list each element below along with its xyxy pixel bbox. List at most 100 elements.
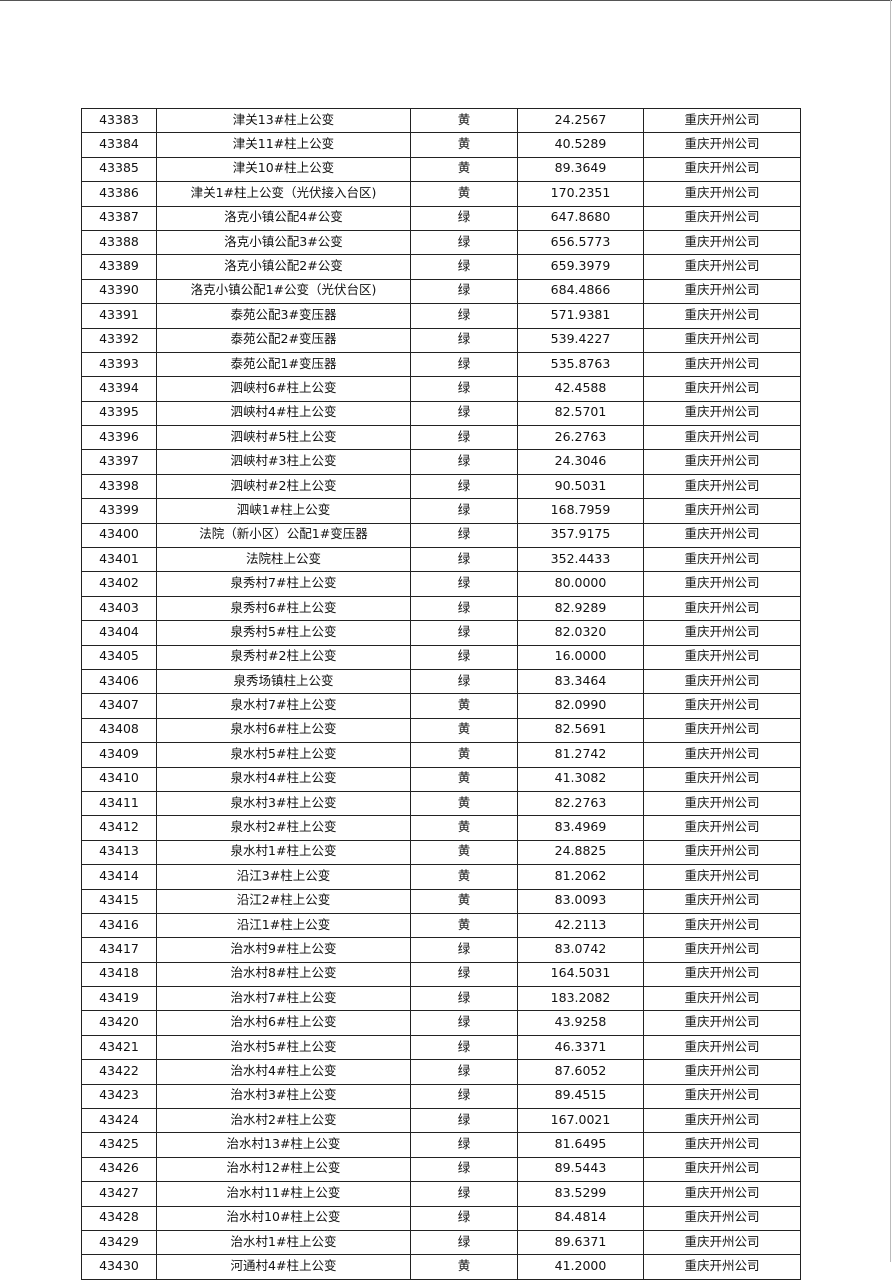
status-color-cell: 绿 (410, 205, 518, 231)
company-cell: 重庆开州公司 (643, 254, 801, 280)
company-cell: 重庆开州公司 (643, 181, 801, 207)
transformer-name-cell: 洛克小镇公配3#公变 (156, 229, 411, 256)
table-row: 43422 治水村4#柱上公变绿 87.6052 重庆开州公司 (81, 1059, 801, 1085)
value-cell: 656.5773 (517, 229, 644, 256)
transformer-name-cell: 泉水村4#柱上公变 (156, 766, 411, 792)
value-cell: 87.6052 (517, 1059, 644, 1085)
value-cell: 80.0000 (517, 571, 644, 597)
transformer-name-cell: 治水村8#柱上公变 (156, 961, 411, 988)
status-color-cell: 绿 (410, 547, 518, 573)
row-id-cell: 43396 (81, 425, 157, 451)
transformer-name-cell: 泗峡村#3柱上公变 (156, 449, 411, 475)
transformer-name-cell: 泉水村2#柱上公变 (156, 815, 411, 841)
row-id-cell: 43397 (81, 449, 157, 475)
company-cell: 重庆开州公司 (643, 376, 801, 402)
transformer-name-cell: 泰苑公配2#变压器 (156, 327, 411, 353)
transformer-name-cell: 治水村10#柱上公变 (156, 1205, 411, 1231)
status-color-cell: 绿 (410, 229, 518, 256)
value-cell: 659.3979 (517, 254, 644, 280)
status-color-cell: 绿 (410, 961, 518, 988)
company-cell: 重庆开州公司 (643, 132, 801, 158)
status-color-cell: 绿 (410, 1083, 518, 1110)
status-color-cell: 绿 (410, 644, 518, 670)
table-row: 43414 沿江3#柱上公变黄 81.2062 重庆开州公司 (81, 864, 801, 890)
status-color-cell: 黄 (410, 888, 518, 914)
status-color-cell: 绿 (410, 254, 518, 280)
row-id-cell: 43392 (81, 327, 157, 353)
value-cell: 539.4227 (517, 327, 644, 353)
company-cell: 重庆开州公司 (643, 1059, 801, 1085)
transformer-name-cell: 泗峡村6#柱上公变 (156, 376, 411, 402)
table-row: 43424 治水村2#柱上公变绿 167.0021 重庆开州公司 (81, 1108, 801, 1134)
company-cell: 重庆开州公司 (643, 522, 801, 549)
company-cell: 重庆开州公司 (643, 937, 801, 963)
company-cell: 重庆开州公司 (643, 303, 801, 329)
table-row: 43423 治水村3#柱上公变绿 89.4515 重庆开州公司 (81, 1083, 801, 1110)
company-cell: 重庆开州公司 (643, 595, 801, 622)
status-color-cell: 黄 (410, 912, 518, 939)
table-row: 43403 泉秀村6#柱上公变绿 82.9289 重庆开州公司 (81, 595, 801, 622)
table-row: 43386 津关1#柱上公变（光伏接入台区) 黄 170.2351 重庆开州公司 (81, 181, 801, 207)
row-id-cell: 43399 (81, 498, 157, 524)
company-cell: 重庆开州公司 (643, 229, 801, 256)
table-row: 43392 泰苑公配2#变压器绿 539.4227 重庆开州公司 (81, 327, 801, 353)
company-cell: 重庆开州公司 (643, 644, 801, 670)
table-row: 43389 洛克小镇公配2#公变绿 659.3979 重庆开州公司 (81, 254, 801, 280)
company-cell: 重庆开州公司 (643, 571, 801, 597)
row-id-cell: 43403 (81, 595, 157, 622)
transformer-name-cell: 泉秀村6#柱上公变 (156, 595, 411, 622)
transformer-name-cell: 泉水村7#柱上公变 (156, 693, 411, 719)
company-cell: 重庆开州公司 (643, 888, 801, 914)
value-cell: 24.2567 (517, 107, 644, 134)
company-cell: 重庆开州公司 (643, 107, 801, 134)
value-cell: 81.6495 (517, 1132, 644, 1158)
table-row: 43404 泉秀村5#柱上公变绿 82.0320 重庆开州公司 (81, 620, 801, 646)
status-color-cell: 黄 (410, 181, 518, 207)
transformer-name-cell: 治水村2#柱上公变 (156, 1108, 411, 1134)
status-color-cell: 绿 (410, 620, 518, 646)
value-cell: 16.0000 (517, 644, 644, 670)
status-color-cell: 绿 (410, 937, 518, 963)
company-cell: 重庆开州公司 (643, 815, 801, 841)
table-row: 43383 津关13#柱上公变黄 24.2567 重庆开州公司 (81, 107, 801, 134)
table-row: 43429 治水村1#柱上公变绿 89.6371 重庆开州公司 (81, 1229, 801, 1256)
transformer-name-cell: 法院（新小区）公配1#变压器 (156, 522, 411, 549)
row-id-cell: 43421 (81, 1034, 157, 1061)
row-id-cell: 43410 (81, 766, 157, 792)
transformer-name-cell: 治水村4#柱上公变 (156, 1059, 411, 1085)
company-cell: 重庆开州公司 (643, 547, 801, 573)
status-color-cell: 黄 (410, 790, 518, 817)
status-color-cell: 黄 (410, 815, 518, 841)
table-row: 43385 津关10#柱上公变黄 89.3649 重庆开州公司 (81, 156, 801, 183)
transformer-name-cell: 洛克小镇公配1#公变（光伏台区) (156, 278, 411, 305)
status-color-cell: 绿 (410, 1108, 518, 1134)
transformer-name-cell: 泉秀场镇柱上公变 (156, 668, 411, 695)
status-color-cell: 绿 (410, 522, 518, 549)
company-cell: 重庆开州公司 (643, 766, 801, 792)
row-id-cell: 43430 (81, 1254, 157, 1280)
status-color-cell: 绿 (410, 986, 518, 1012)
transformer-name-cell: 津关13#柱上公变 (156, 107, 411, 134)
transformer-name-cell: 泉水村1#柱上公变 (156, 839, 411, 866)
company-cell: 重庆开州公司 (643, 1254, 801, 1280)
company-cell: 重庆开州公司 (643, 742, 801, 768)
table-row: 43417 治水村9#柱上公变绿 83.0742 重庆开州公司 (81, 937, 801, 963)
value-cell: 684.4866 (517, 278, 644, 305)
row-id-cell: 43420 (81, 1010, 157, 1036)
company-cell: 重庆开州公司 (643, 1205, 801, 1231)
table-row: 43391 泰苑公配3#变压器绿 571.9381 重庆开州公司 (81, 303, 801, 329)
value-cell: 90.5031 (517, 473, 644, 500)
status-color-cell: 绿 (410, 473, 518, 500)
transformer-name-cell: 治水村1#柱上公变 (156, 1229, 411, 1256)
transformer-name-cell: 泉水村3#柱上公变 (156, 790, 411, 817)
status-color-cell: 绿 (410, 1132, 518, 1158)
table-row: 43395 泗峡村4#柱上公变绿 82.5701 重庆开州公司 (81, 400, 801, 427)
table-row: 43397 泗峡村#3柱上公变绿 24.3046 重庆开州公司 (81, 449, 801, 475)
status-color-cell: 黄 (410, 1254, 518, 1280)
table-row: 43421 治水村5#柱上公变绿 46.3371 重庆开州公司 (81, 1034, 801, 1061)
status-color-cell: 黄 (410, 107, 518, 134)
company-cell: 重庆开州公司 (643, 205, 801, 231)
company-cell: 重庆开州公司 (643, 668, 801, 695)
row-id-cell: 43418 (81, 961, 157, 988)
status-color-cell: 绿 (410, 327, 518, 353)
